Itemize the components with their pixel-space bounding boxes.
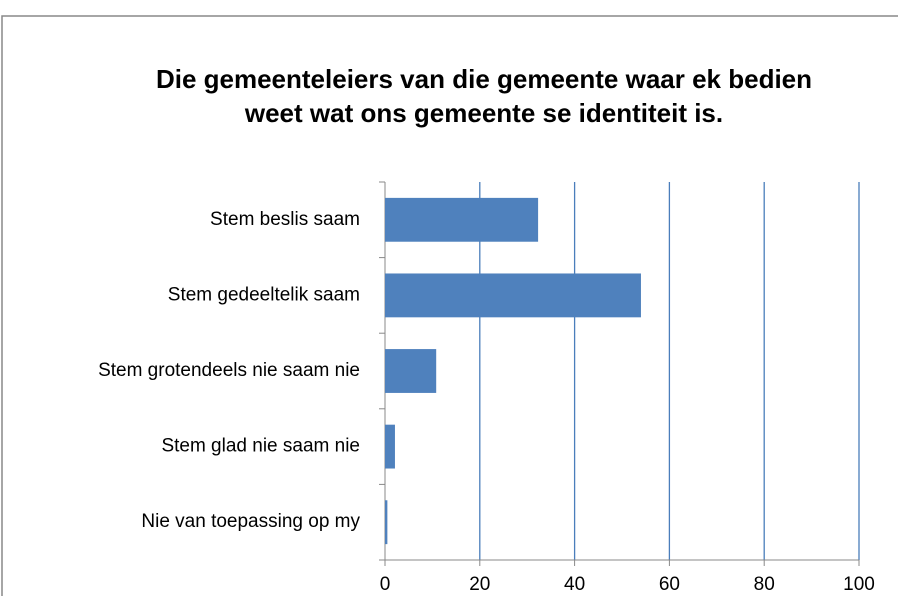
x-tick-label: 100: [843, 574, 875, 595]
bar: [385, 273, 641, 318]
y-tick-label: Stem gedeeltelik saam: [168, 284, 360, 305]
bar: [385, 197, 539, 242]
chart-title: Die gemeenteleiers van die gemeente waar…: [155, 64, 813, 128]
x-tick-label: 60: [659, 574, 680, 595]
y-tick-label: Nie van toepassing op my: [141, 511, 360, 532]
y-tick-label: Stem grotendeels nie saam nie: [98, 360, 360, 381]
x-tick-label: 40: [564, 574, 585, 595]
y-tick-label: Stem glad nie saam nie: [161, 436, 360, 457]
x-tick-label: 80: [754, 574, 775, 595]
bar: [385, 349, 437, 393]
y-tick-label: Stem beslis saam: [210, 209, 360, 230]
bar: [385, 424, 395, 469]
x-tick-label: 0: [380, 574, 391, 595]
x-tick-label: 20: [469, 574, 490, 595]
bar: [385, 500, 388, 545]
